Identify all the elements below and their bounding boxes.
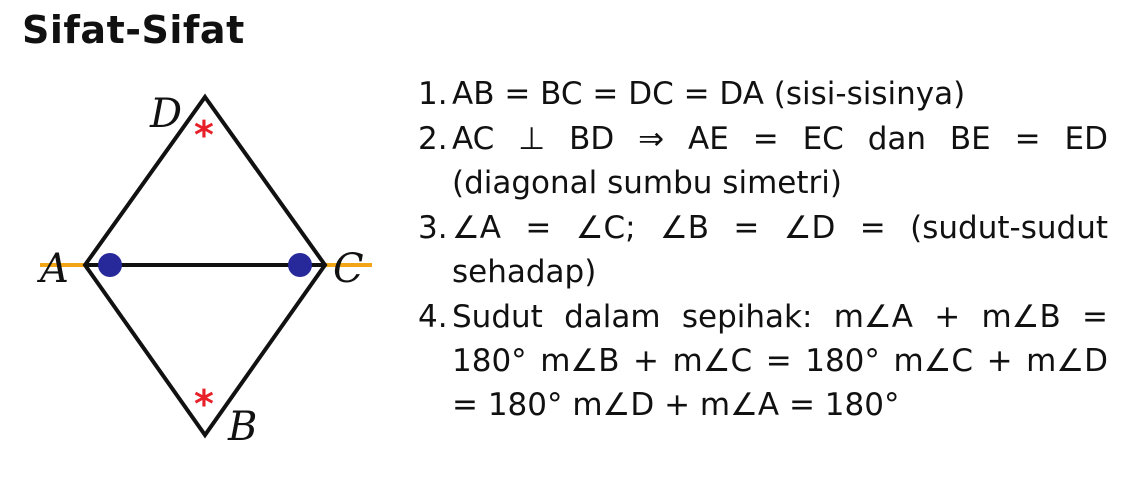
vertex-label-b: B (227, 404, 257, 450)
property-item: 2. AC ⊥ BD ⇒ AE = EC dan BE = ED (diagon… (418, 117, 1108, 205)
property-item: 4. Sudut dalam sepihak: m∠A + m∠B = 180°… (418, 295, 1108, 427)
vertex-label-d: D (149, 91, 182, 137)
property-item: 1. AB = BC = DC = DA (sisi-sisinya) (418, 72, 1108, 116)
property-text: Sudut dalam sepihak: m∠A + m∠B = 180° m∠… (452, 299, 1108, 423)
dot-c (288, 253, 312, 277)
property-item: 3. ∠A = ∠C; ∠B = ∠D = (sudut-sudut sehad… (418, 206, 1108, 294)
property-number: 1. (418, 76, 448, 112)
property-number: 4. (418, 299, 448, 335)
angle-mark-b: * (194, 382, 214, 426)
property-text: AC ⊥ BD ⇒ AE = EC dan BE = ED (diagonal … (452, 121, 1108, 201)
vertex-label-c: C (333, 246, 364, 292)
properties-list: 1. AB = BC = DC = DA (sisi-sisinya) 2. A… (418, 72, 1108, 428)
property-text: AB = BC = DC = DA (sisi-sisinya) (452, 76, 966, 112)
rhombus-shape (82, 93, 328, 439)
page-title: Sifat-Sifat (22, 8, 245, 52)
angle-mark-d: * (194, 113, 214, 157)
rhombus-diagram: * * D A C B (36, 91, 372, 450)
vertex-label-a: A (36, 246, 69, 292)
property-number: 3. (418, 210, 448, 246)
property-text: ∠A = ∠C; ∠B = ∠D = (sudut-sudut sehadap) (452, 210, 1108, 290)
dot-a (98, 253, 122, 277)
property-number: 2. (418, 121, 448, 157)
